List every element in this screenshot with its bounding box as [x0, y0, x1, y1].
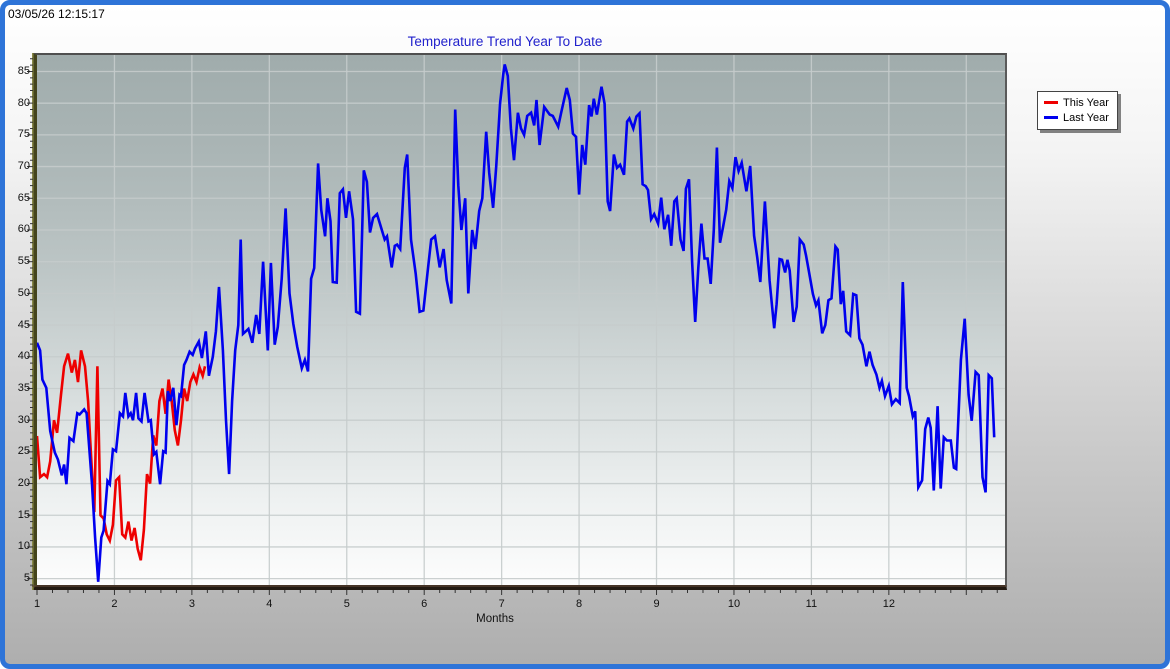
x-tick-label: 5	[343, 598, 350, 610]
y-tick-label: 40	[17, 350, 30, 363]
x-tick-label: 7	[498, 598, 505, 610]
x-axis-title: Months	[476, 613, 514, 625]
timestamp: 03/05/26 12:15:17	[8, 7, 105, 21]
y-tick-label: 70	[17, 160, 30, 173]
y-tick-label: 60	[17, 223, 30, 236]
y-tick-label: 35	[17, 381, 30, 394]
x-tick-label: 12	[882, 598, 895, 610]
x-tick-label: 3	[188, 598, 195, 610]
y-tick-label: 65	[17, 191, 30, 204]
x-tick-label: 4	[266, 598, 273, 610]
legend: This Year Last Year	[1037, 91, 1118, 130]
y-tick-label: 30	[17, 413, 30, 426]
y-tick-label: 55	[17, 255, 30, 268]
y-tick-label: 5	[23, 572, 30, 585]
chart-title: Temperature Trend Year To Date	[407, 34, 603, 49]
legend-item-last-year: Last Year	[1044, 110, 1109, 125]
legend-label: Last Year	[1063, 111, 1109, 124]
legend-label: This Year	[1063, 96, 1109, 109]
x-tick-label: 10	[727, 598, 741, 610]
y-tick-label: 25	[17, 445, 30, 458]
chart-canvas	[37, 55, 1005, 585]
y-tick-label: 15	[17, 508, 30, 521]
y-axis-line	[32, 53, 34, 590]
x-axis-line	[32, 585, 1007, 587]
x-tick-label: 6	[421, 598, 428, 610]
legend-item-this-year: This Year	[1044, 95, 1109, 110]
y-tick-label: 10	[17, 540, 30, 553]
x-tick-label: 2	[111, 598, 118, 610]
x-tick-label: 1	[33, 598, 41, 610]
x-tick-label: 11	[805, 598, 818, 610]
x-tick-label: 9	[653, 598, 660, 610]
this-year-line-swatch	[1044, 101, 1058, 104]
y-tick-label: 75	[17, 128, 30, 141]
y-tick-label: 20	[17, 477, 30, 490]
y-tick-label: 50	[17, 286, 30, 299]
last-year-line-swatch	[1044, 116, 1058, 119]
y-tick-label: 85	[17, 64, 30, 77]
y-tick-label: 80	[17, 96, 30, 109]
x-tick-label: 8	[576, 598, 583, 610]
y-tick-label: 45	[17, 318, 30, 331]
